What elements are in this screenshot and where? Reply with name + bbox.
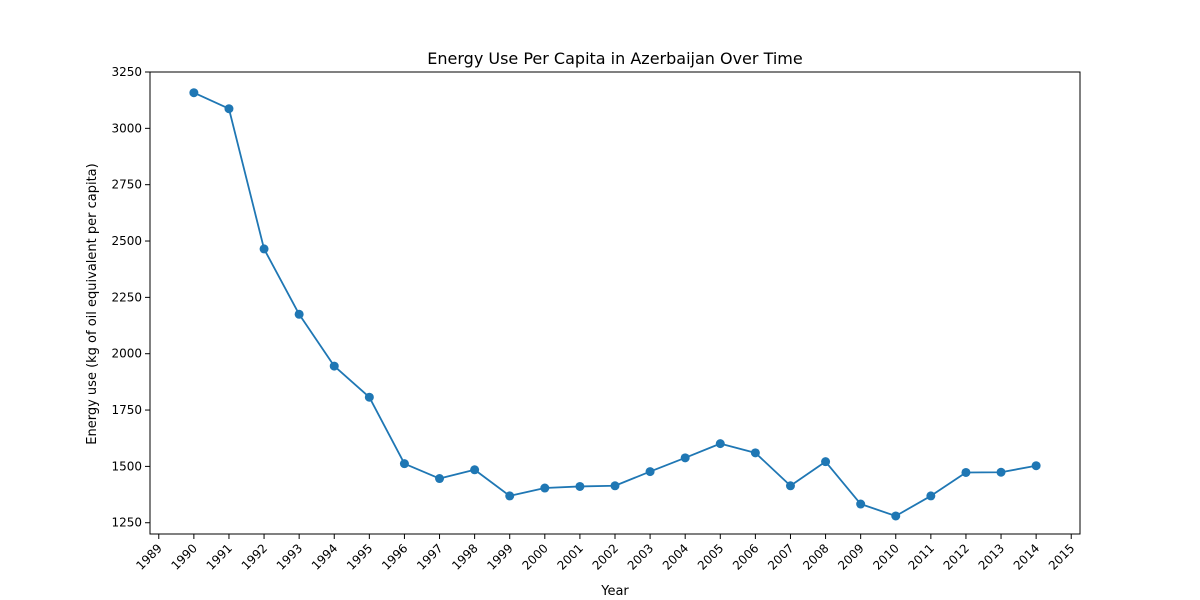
data-point: [645, 467, 655, 477]
data-point: [259, 244, 269, 254]
data-point: [680, 453, 690, 463]
data-point: [1031, 461, 1041, 471]
y-tick-label: 1750: [111, 403, 142, 417]
data-point: [435, 474, 445, 484]
data-point: [750, 448, 760, 458]
axes-frame: [149, 71, 1081, 535]
data-point: [785, 481, 795, 491]
data-point: [996, 467, 1006, 477]
y-tick-label: 2500: [111, 234, 142, 248]
x-axis-label: Year: [600, 584, 629, 599]
y-axis-label: Energy use (kg of oil equivalent per cap…: [85, 163, 100, 444]
data-point: [189, 88, 199, 98]
data-point: [715, 439, 725, 449]
chart-title: Energy Use Per Capita in Azerbaijan Over…: [427, 49, 802, 68]
data-point: [364, 392, 374, 402]
data-point: [575, 481, 585, 491]
data-point: [329, 361, 339, 371]
y-tick-label: 3000: [111, 121, 142, 135]
y-tick-label: 3250: [111, 65, 142, 79]
data-point: [821, 457, 831, 467]
data-point: [926, 491, 936, 501]
data-point: [470, 465, 480, 475]
y-tick-label: 2000: [111, 347, 142, 361]
data-point: [610, 481, 620, 491]
data-point: [540, 483, 550, 493]
data-point: [856, 499, 866, 509]
y-tick-label: 2250: [111, 290, 142, 304]
data-point: [399, 459, 409, 469]
data-point: [505, 491, 515, 501]
data-point: [294, 309, 304, 319]
y-tick-label: 1500: [111, 459, 142, 473]
data-point: [224, 104, 234, 114]
y-tick-label: 2750: [111, 178, 142, 192]
data-point: [961, 467, 971, 477]
data-point: [891, 511, 901, 521]
y-tick-label: 1250: [111, 516, 142, 530]
